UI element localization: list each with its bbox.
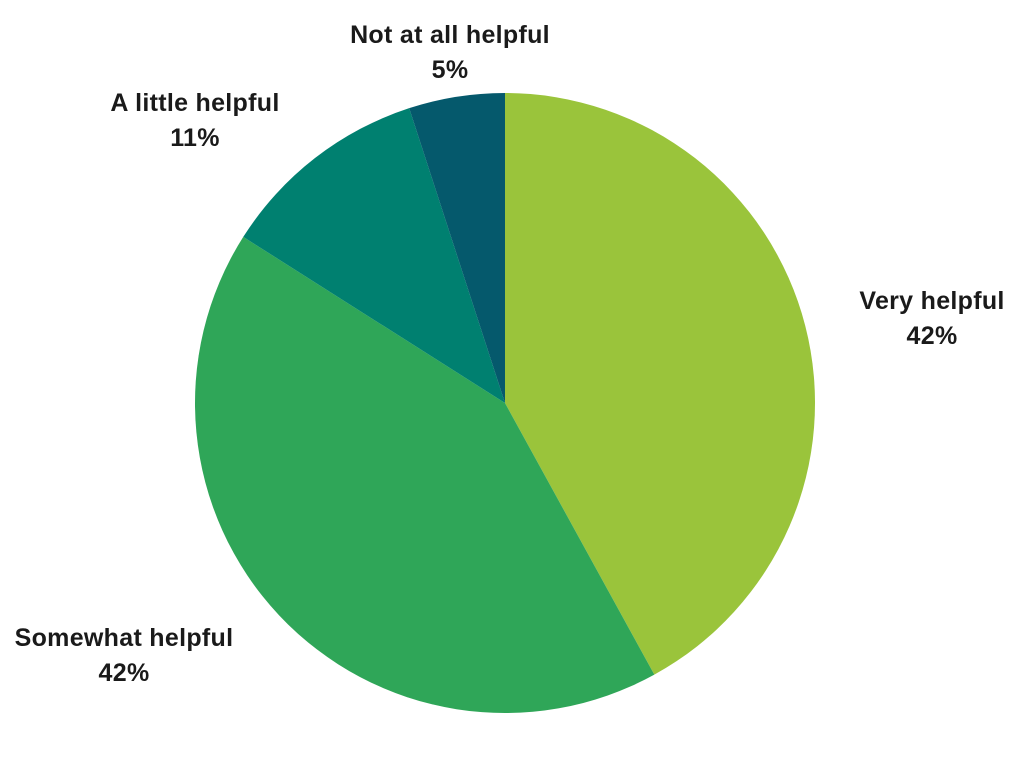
slice-label-somewhat-helpful: Somewhat helpful 42% <box>15 621 234 691</box>
slice-label-text: Very helpful <box>859 287 1005 315</box>
slice-label-text: Somewhat helpful <box>14 624 234 652</box>
slice-label-text: Not at all helpful <box>350 21 550 49</box>
slice-label-pct: 42% <box>98 659 150 687</box>
pie-slice-a-little-helpful <box>243 108 505 404</box>
pie-slice-not-at-all-helpful <box>409 93 505 403</box>
slice-label-pct: 11% <box>170 124 220 152</box>
slice-label-text: A little helpful <box>110 89 280 117</box>
slice-label-not-at-all-helpful: Not at all helpful 5% <box>350 18 550 88</box>
pie-slice-somewhat-helpful <box>194 236 655 714</box>
pie-slice-very-helpful <box>505 93 816 675</box>
slice-label-a-little-helpful: A little helpful 11% <box>110 86 279 156</box>
slice-label-pct: 5% <box>431 56 469 84</box>
slice-label-very-helpful: Very helpful 42% <box>859 284 1004 354</box>
slice-label-pct: 42% <box>906 322 958 350</box>
